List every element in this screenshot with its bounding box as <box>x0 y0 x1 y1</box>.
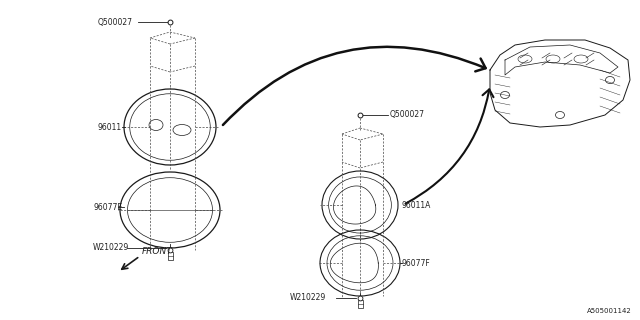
FancyArrowPatch shape <box>223 47 486 125</box>
Text: W210229: W210229 <box>290 293 326 302</box>
Text: Q500027: Q500027 <box>98 18 133 27</box>
Text: 96011: 96011 <box>98 123 122 132</box>
Text: 96077F: 96077F <box>402 259 431 268</box>
Text: A505001142: A505001142 <box>588 308 632 314</box>
Bar <box>168 252 173 260</box>
Text: FRONT: FRONT <box>142 247 173 257</box>
Bar <box>358 300 362 308</box>
Text: Q500027: Q500027 <box>390 110 425 119</box>
Text: 96011A: 96011A <box>402 201 431 210</box>
FancyArrowPatch shape <box>406 89 493 204</box>
Text: 96077E: 96077E <box>93 203 122 212</box>
Text: W210229: W210229 <box>93 244 129 252</box>
